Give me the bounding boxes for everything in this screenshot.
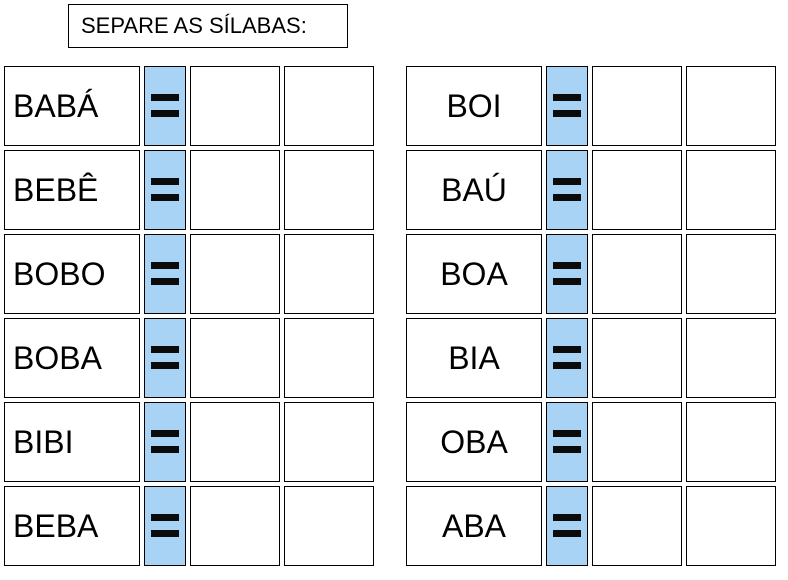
word-cell-left: BOBA [4, 318, 140, 398]
table-row: BEBA ABA [4, 486, 784, 566]
word-text: BOBA [13, 340, 102, 377]
blank-cell[interactable] [592, 486, 682, 566]
word-cell-right: OBA [406, 402, 542, 482]
column-spacer [378, 402, 402, 482]
blank-cell[interactable] [592, 150, 682, 230]
word-cell-right: ABA [406, 486, 542, 566]
equals-cell [546, 66, 588, 146]
blank-cell[interactable] [592, 402, 682, 482]
table-row: BOBO BOA [4, 234, 784, 314]
word-cell-left: BOBO [4, 234, 140, 314]
column-spacer [378, 66, 402, 146]
blank-cell[interactable] [284, 150, 374, 230]
word-cell-right: BOI [406, 66, 542, 146]
table-row: BOBA BIA [4, 318, 784, 398]
blank-cell[interactable] [284, 402, 374, 482]
equals-cell [144, 318, 186, 398]
equals-icon [151, 178, 179, 202]
word-cell-left: BEBÊ [4, 150, 140, 230]
equals-cell [546, 486, 588, 566]
column-spacer [378, 150, 402, 230]
blank-cell[interactable] [592, 66, 682, 146]
blank-cell[interactable] [592, 234, 682, 314]
blank-cell[interactable] [686, 150, 776, 230]
blank-cell[interactable] [686, 402, 776, 482]
blank-cell[interactable] [190, 318, 280, 398]
word-cell-left: BEBA [4, 486, 140, 566]
equals-cell [546, 318, 588, 398]
column-spacer [378, 486, 402, 566]
equals-icon [151, 346, 179, 370]
word-text: BIA [448, 340, 500, 377]
equals-icon [553, 94, 581, 118]
word-text: OBA [440, 424, 508, 461]
equals-cell [144, 234, 186, 314]
table-row: BIBI OBA [4, 402, 784, 482]
word-text: BOI [446, 88, 501, 125]
blank-cell[interactable] [592, 318, 682, 398]
blank-cell[interactable] [686, 66, 776, 146]
word-text: BOBO [13, 256, 105, 293]
blank-cell[interactable] [284, 318, 374, 398]
word-cell-right: BIA [406, 318, 542, 398]
title-text: SEPARE AS SÍLABAS: [81, 13, 307, 39]
word-cell-left: BIBI [4, 402, 140, 482]
word-text: BOA [440, 256, 508, 293]
equals-cell [144, 486, 186, 566]
blank-cell[interactable] [284, 234, 374, 314]
word-cell-left: BABÁ [4, 66, 140, 146]
blank-cell[interactable] [686, 486, 776, 566]
equals-icon [151, 514, 179, 538]
equals-cell [144, 150, 186, 230]
word-text: BEBÊ [13, 172, 98, 209]
title-box: SEPARE AS SÍLABAS: [68, 4, 348, 48]
blank-cell[interactable] [686, 318, 776, 398]
equals-cell [546, 234, 588, 314]
equals-icon [553, 514, 581, 538]
equals-icon [553, 346, 581, 370]
blank-cell[interactable] [190, 66, 280, 146]
word-cell-right: BOA [406, 234, 542, 314]
column-spacer [378, 318, 402, 398]
blank-cell[interactable] [284, 486, 374, 566]
equals-icon [151, 430, 179, 454]
equals-icon [553, 178, 581, 202]
equals-icon [151, 262, 179, 286]
blank-cell[interactable] [190, 234, 280, 314]
equals-cell [144, 402, 186, 482]
equals-icon [553, 262, 581, 286]
equals-icon [151, 94, 179, 118]
equals-cell [546, 150, 588, 230]
blank-cell[interactable] [686, 234, 776, 314]
word-cell-right: BAÚ [406, 150, 542, 230]
blank-cell[interactable] [284, 66, 374, 146]
table-row: BEBÊ BAÚ [4, 150, 784, 230]
word-text: BABÁ [13, 88, 98, 125]
table-row: BABÁ BOI [4, 66, 784, 146]
equals-cell [546, 402, 588, 482]
word-text: BEBA [13, 508, 98, 545]
rows-container: BABÁ BOI BEBÊ BAÚ BOBO [4, 66, 784, 570]
equals-cell [144, 66, 186, 146]
blank-cell[interactable] [190, 486, 280, 566]
blank-cell[interactable] [190, 150, 280, 230]
blank-cell[interactable] [190, 402, 280, 482]
word-text: BAÚ [441, 172, 507, 209]
word-text: BIBI [13, 424, 73, 461]
word-text: ABA [442, 508, 506, 545]
equals-icon [553, 430, 581, 454]
column-spacer [378, 234, 402, 314]
